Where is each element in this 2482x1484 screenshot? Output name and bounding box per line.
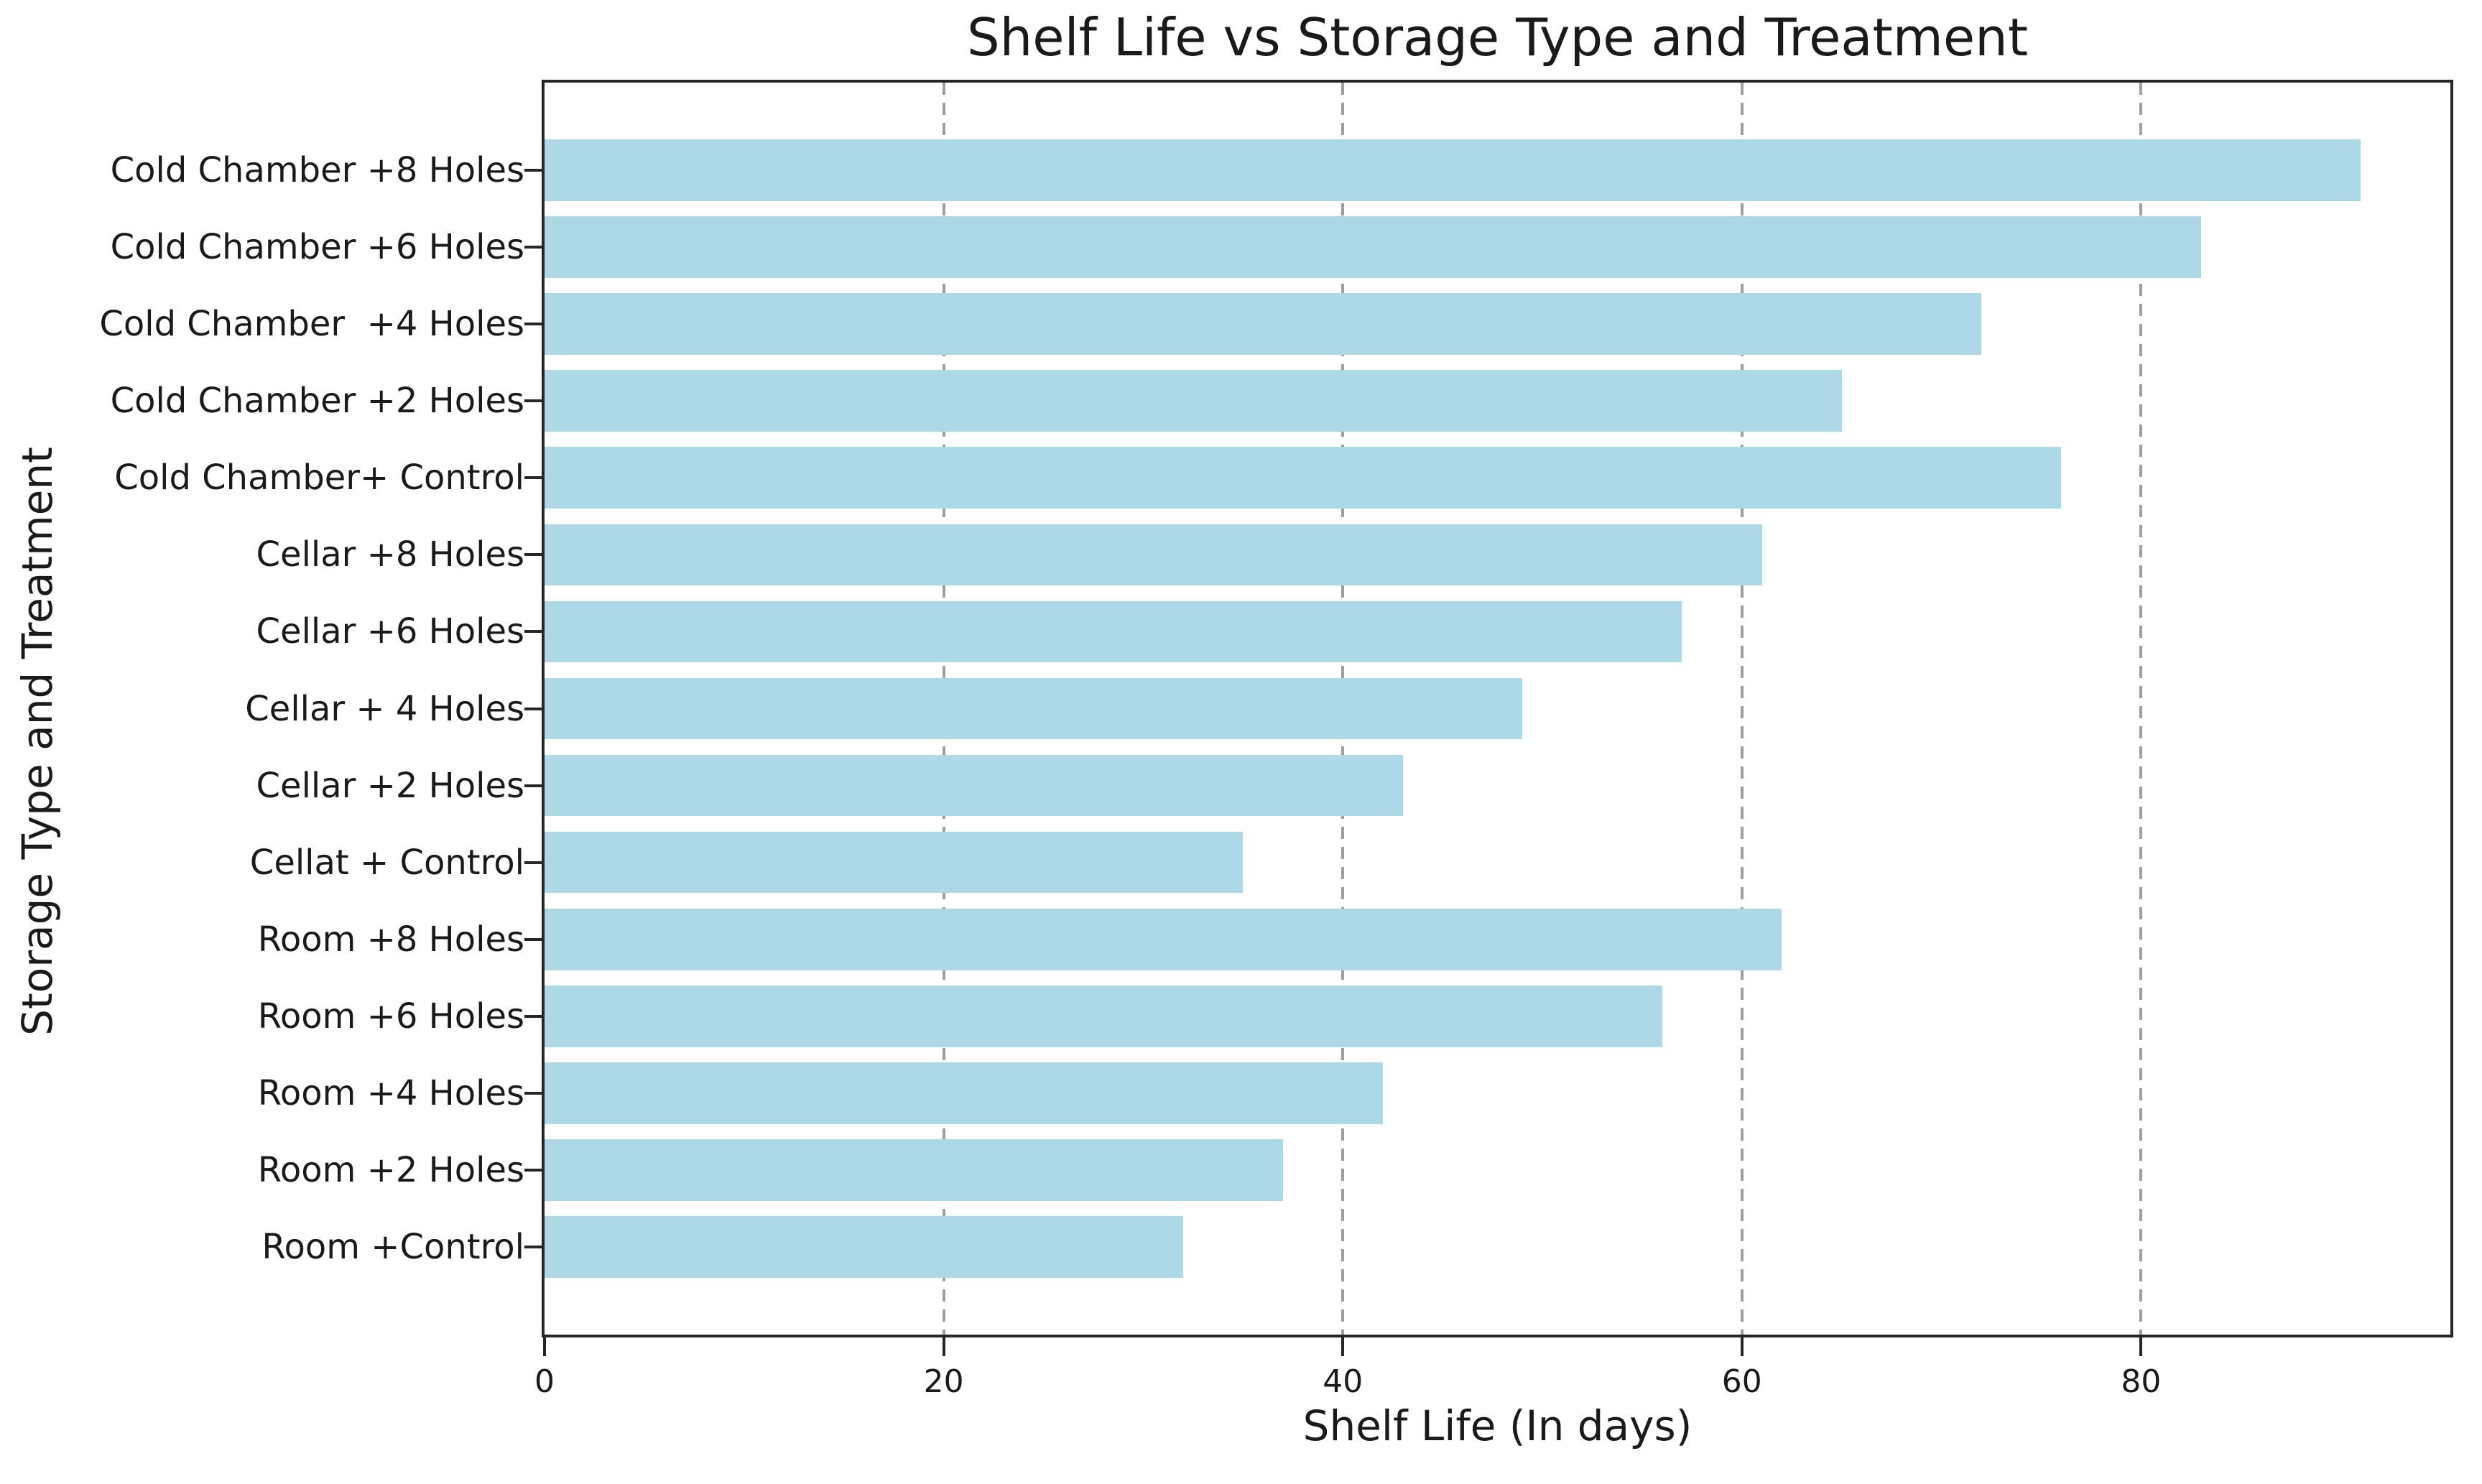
y-tick-mark bbox=[524, 553, 543, 557]
y-tick-mark bbox=[524, 399, 543, 403]
y-tick-mark bbox=[524, 169, 543, 172]
y-tick-label: Cold Chamber+ Control bbox=[114, 458, 524, 498]
bar-9 bbox=[545, 754, 1403, 817]
y-tick-mark bbox=[524, 784, 543, 787]
y-tick-mark bbox=[524, 246, 543, 249]
y-tick-label: Room +2 Holes bbox=[257, 1149, 524, 1190]
y-tick-label: Room +Control bbox=[261, 1226, 524, 1267]
bar-10 bbox=[545, 831, 1244, 894]
y-tick-mark bbox=[524, 861, 543, 864]
x-tick-label: 80 bbox=[2121, 1363, 2162, 1400]
bar-5 bbox=[545, 447, 2062, 509]
x-tick-label: 0 bbox=[534, 1363, 555, 1400]
gridline-x-80 bbox=[2139, 83, 2143, 1335]
bar-8 bbox=[545, 677, 1523, 740]
bar-14 bbox=[545, 1139, 1283, 1201]
bar-4 bbox=[545, 370, 1842, 432]
y-tick-mark bbox=[524, 937, 543, 941]
y-tick-label: Cellar +2 Holes bbox=[256, 765, 524, 806]
y-tick-mark bbox=[524, 707, 543, 710]
x-tick-mark bbox=[1341, 1337, 1345, 1356]
y-tick-mark bbox=[524, 630, 543, 634]
bar-15 bbox=[545, 1216, 1183, 1278]
y-tick-label: Cold Chamber +6 Holes bbox=[110, 227, 524, 268]
y-tick-label: Cellar +8 Holes bbox=[256, 534, 524, 575]
y-tick-label: Cold Chamber +2 Holes bbox=[110, 381, 524, 422]
y-tick-mark bbox=[524, 1168, 543, 1172]
bar-13 bbox=[545, 1062, 1383, 1124]
x-tick-mark bbox=[2139, 1337, 2143, 1356]
y-tick-mark bbox=[524, 476, 543, 480]
y-tick-label: Room +4 Holes bbox=[257, 1072, 524, 1113]
y-tick-label: Cellar + 4 Holes bbox=[245, 688, 524, 729]
y-tick-label: Room +8 Holes bbox=[257, 919, 524, 960]
x-axis-label: Shelf Life (In days) bbox=[1302, 1401, 1693, 1450]
x-tick-mark bbox=[543, 1337, 546, 1356]
bar-12 bbox=[545, 985, 1662, 1047]
x-tick-label: 40 bbox=[1323, 1363, 1363, 1400]
x-tick-mark bbox=[942, 1337, 945, 1356]
bar-3 bbox=[545, 293, 1982, 355]
y-tick-label: Cold Chamber +4 Holes bbox=[99, 304, 524, 345]
x-tick-label: 60 bbox=[1721, 1363, 1762, 1400]
x-tick-label: 20 bbox=[923, 1363, 964, 1400]
y-tick-mark bbox=[524, 1245, 543, 1248]
chart-title: Shelf Life vs Storage Type and Treatment bbox=[966, 7, 2029, 68]
y-tick-label: Cold Chamber +8 Holes bbox=[110, 150, 524, 191]
x-tick-mark bbox=[1740, 1337, 1744, 1356]
y-tick-label: Cellat + Control bbox=[249, 842, 524, 883]
gridline-x-60 bbox=[1740, 83, 1744, 1335]
bar-2 bbox=[545, 216, 2201, 278]
bar-1 bbox=[545, 139, 2361, 201]
y-tick-label: Cellar +6 Holes bbox=[256, 611, 524, 652]
y-tick-label: Room +6 Holes bbox=[257, 996, 524, 1037]
y-tick-mark bbox=[524, 1014, 543, 1018]
bar-6 bbox=[545, 524, 1762, 586]
bar-7 bbox=[545, 600, 1682, 663]
y-tick-mark bbox=[524, 1091, 543, 1095]
y-tick-mark bbox=[524, 323, 543, 326]
bar-11 bbox=[545, 908, 1782, 970]
plot-area bbox=[542, 80, 2453, 1337]
